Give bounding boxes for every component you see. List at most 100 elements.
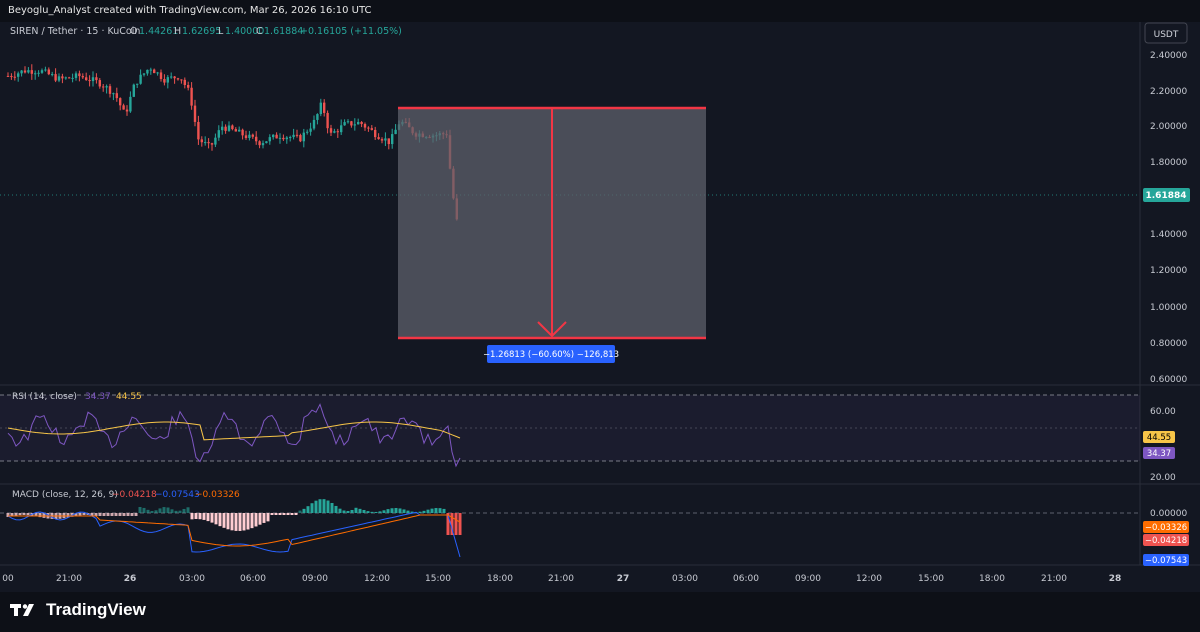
current-price-badge: 1.61884 [1143,188,1190,202]
macd-bar [458,513,462,535]
candle-body [47,69,50,75]
rsi-tick: 60.00 [1150,407,1176,417]
hist-badge [1143,534,1189,546]
chart-canvas[interactable]: SIREN / Tether · 15 · KuCoin O 1.44261 H… [0,22,1200,592]
macd-bar [114,513,118,516]
candle-body [387,138,390,145]
macd-bar [14,513,18,516]
candle-body [132,84,135,97]
macd-bar [366,511,370,513]
macd-bar [310,503,314,513]
macd-bar [342,510,346,513]
macd-bar [410,511,414,513]
candle-body [255,136,258,142]
measure-arrow-head-icon [537,321,567,338]
macd-bar [174,510,178,513]
currency-button[interactable]: USDT [1144,22,1188,44]
candle-body [374,129,377,138]
candle-body [37,72,40,74]
rsi-title[interactable]: RSI (14, close) [12,392,77,402]
rsi-ma-badge [1143,431,1175,443]
macd-bar [198,513,202,520]
candle-body [119,98,122,106]
candle-body [380,139,384,141]
candle-body [81,76,84,78]
candle-body [204,142,207,144]
candle-body [217,130,220,138]
candle-body [149,69,152,71]
macd-title[interactable]: MACD (close, 12, 26, 9) [12,490,118,500]
measure-tool[interactable]: −1.26813 (−60.60%) −126,813 [398,106,706,363]
candle-body [275,134,278,139]
macd-badge-text: −0.07543 [1145,556,1187,566]
symbol-label[interactable]: SIREN / Tether · 15 · KuCoin [10,26,140,37]
rsi-pane[interactable]: RSI (14, close) 34.37 44.55 60.00 20.00 … [0,392,1176,483]
time-tick: 26 [124,574,137,584]
price-tick: 1.40000 [1150,230,1187,240]
candle-body [244,135,248,139]
macd-bar [266,513,270,522]
macd-bar [226,513,230,530]
candle-body [44,69,47,71]
candle-body [6,75,10,77]
candle-body [193,105,197,122]
candle-body [357,122,360,125]
candle-body [187,85,190,88]
candle-body [173,76,176,79]
macd-bar [42,513,46,518]
macd-bar [66,513,70,518]
time-axis[interactable]: 00 21:00 26 03:00 06:00 09:00 12:00 15:0… [2,574,1121,584]
time-tick: 21:00 [56,574,82,584]
candle-body [319,102,322,115]
time-tick: 00 [2,574,14,584]
macd-bar [422,510,426,513]
candle-body [299,135,302,142]
candle-body [363,124,367,128]
candle-body [370,128,373,130]
candle-body [51,74,54,76]
macd-value: −0.07543 [155,490,200,500]
macd-bar [250,513,254,529]
candle-body [95,77,98,81]
macd-bar [206,513,210,522]
candle-body [350,121,353,126]
macd-bar [254,513,258,527]
macd-bar [74,513,78,517]
macd-bar [106,513,110,516]
macd-bar [110,513,114,516]
candle-body [353,124,356,126]
macd-bar [318,499,322,513]
price-tick: 2.40000 [1150,51,1187,61]
candle-body [34,73,37,75]
candle-body [91,77,95,82]
macd-bar [222,513,226,528]
candle-body [74,73,78,78]
candle-body [78,73,81,77]
macd-pane[interactable]: MACD (close, 12, 26, 9) −0.04218 −0.0754… [0,490,1189,566]
candle-body [384,138,387,141]
candle-body [316,114,319,120]
macd-bar [326,500,330,513]
candle-body [329,128,333,133]
time-tick: 06:00 [733,574,759,584]
candle-body [278,137,282,139]
macd-bar [290,513,294,515]
macd-bar [246,513,250,530]
tradingview-logo[interactable]: TradingView [10,600,146,620]
chart-frame: SIREN / Tether · 15 · KuCoin O 1.44261 H… [0,22,1200,592]
rsi-value: 34.37 [85,392,111,402]
macd-bar [402,509,406,513]
macd-bar [354,507,358,513]
candle-body [61,76,64,79]
macd-bar [394,508,398,513]
macd-bar [298,510,302,513]
macd-bar [234,513,238,531]
time-tick: 12:00 [364,574,390,584]
hist-badge-text: −0.04218 [1145,536,1187,546]
rsi-tick: 20.00 [1150,473,1176,483]
candle-body [302,132,305,142]
macd-signal-value: −0.03326 [195,490,240,500]
price-axis[interactable]: 2.40000 2.20000 2.00000 1.80000 1.40000 … [1150,51,1187,385]
candle-body [159,72,163,79]
macd-bar [82,513,86,516]
